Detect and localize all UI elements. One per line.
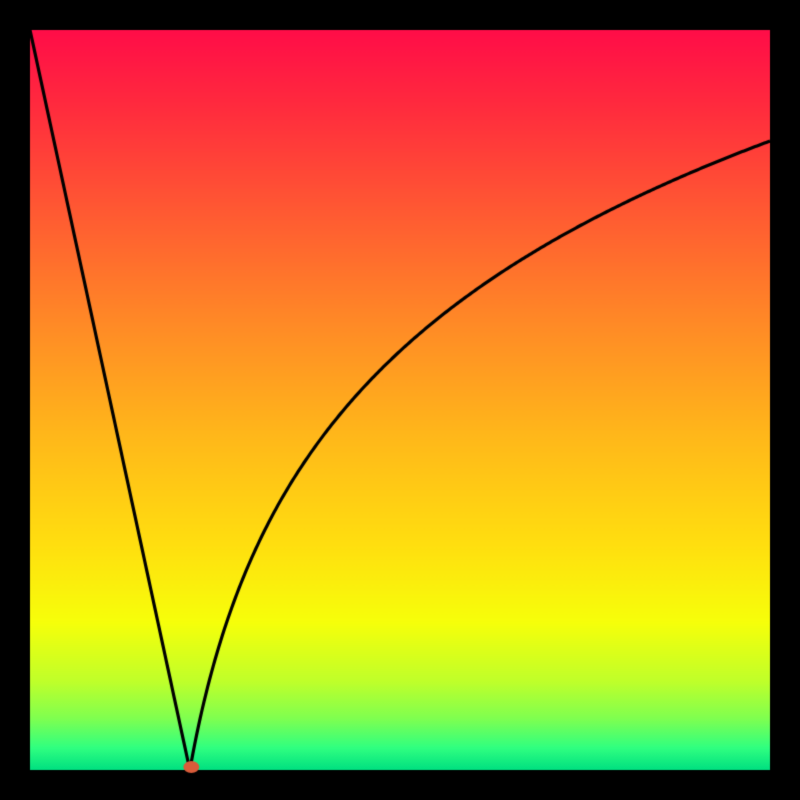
bottleneck-chart	[0, 0, 800, 800]
chart-container: TheBottlenecker.com	[0, 0, 800, 800]
